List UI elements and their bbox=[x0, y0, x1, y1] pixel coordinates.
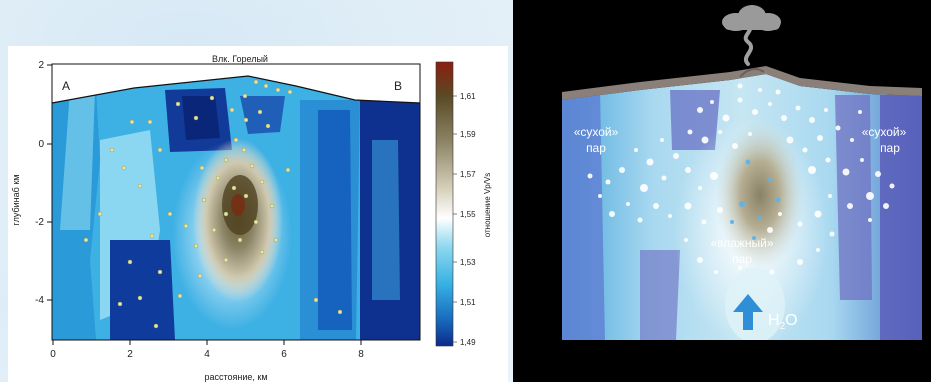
x-tick-label: 4 bbox=[204, 349, 210, 360]
topography-profile bbox=[51, 75, 421, 104]
cloud-icon bbox=[722, 5, 781, 31]
x-tick-label: 8 bbox=[358, 349, 364, 360]
x-tick-label: 0 bbox=[50, 349, 56, 360]
liquid-droplets bbox=[730, 159, 781, 240]
h2o-label: H2O bbox=[768, 312, 798, 332]
y-tick-label: -4 bbox=[35, 295, 44, 306]
y-axis-ticks bbox=[47, 64, 52, 301]
colorbar-tick-label: 1,51 bbox=[460, 298, 476, 307]
dry-steam-left-sublabel: пар bbox=[586, 141, 606, 155]
colorbar-tick-label: 1,59 bbox=[460, 130, 476, 139]
crater bbox=[739, 67, 765, 78]
y-tick-label: -2 bbox=[35, 217, 44, 228]
tomography-image bbox=[52, 76, 420, 340]
profile-start-label: A bbox=[62, 79, 70, 93]
y-tick-label: 0 bbox=[38, 139, 44, 150]
x-tick-label: 6 bbox=[281, 349, 287, 360]
y-tick-label: 2 bbox=[38, 60, 44, 71]
volcano-edifice bbox=[562, 66, 922, 100]
dry-steam-right-sublabel: пар bbox=[880, 141, 900, 155]
x-axis-label: расстояние, км bbox=[204, 372, 267, 382]
colorbar bbox=[435, 61, 454, 347]
steam-bubbles bbox=[587, 83, 895, 275]
colorbar-tick-label: 1,53 bbox=[460, 258, 476, 267]
colorbar-tick-label: 1,61 bbox=[460, 92, 476, 101]
wet-steam-label: «влажный» bbox=[710, 236, 773, 250]
y-axis-label: глубинаб км bbox=[11, 175, 21, 226]
dry-steam-left-label: «сухой» bbox=[574, 125, 619, 139]
x-axis-ticks bbox=[52, 340, 362, 345]
volcano-label: Влк. Горелый bbox=[212, 54, 268, 64]
plot-frame bbox=[51, 63, 421, 341]
colorbar-tick-label: 1,49 bbox=[460, 338, 476, 347]
colorbar-tick-label: 1,57 bbox=[460, 170, 476, 179]
hypocenters bbox=[83, 79, 343, 329]
profile-end-label: B bbox=[394, 79, 402, 93]
dry-steam-right-label: «сухой» bbox=[862, 125, 907, 139]
x-tick-label: 2 bbox=[127, 349, 133, 360]
upflow-arrow-icon bbox=[733, 294, 763, 330]
wet-steam-sublabel: пар bbox=[732, 252, 752, 266]
colorbar-ticks bbox=[453, 95, 457, 343]
colorbar-tick-label: 1,55 bbox=[460, 210, 476, 219]
colorbar-label: отношение Vp/Vs bbox=[483, 173, 492, 238]
